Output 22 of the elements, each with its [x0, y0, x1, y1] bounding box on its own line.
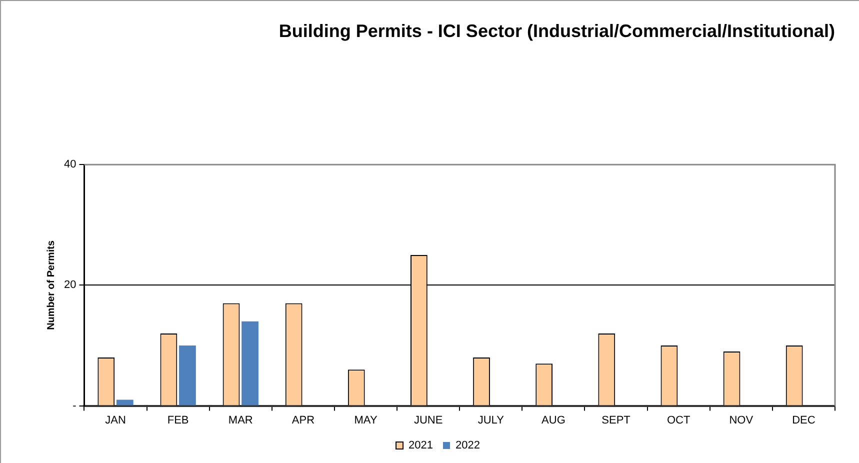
x-tick-label: JUNE	[414, 414, 443, 426]
y-tick-label: 20	[64, 279, 76, 292]
x-tick-label: DEC	[792, 414, 816, 426]
chart-title: Building Permits - ICI Sector (Industrial/Commercial/Institutional)	[278, 20, 835, 41]
y-axis-title: Number of Permits	[46, 240, 57, 330]
x-tick-label: MAR	[228, 414, 253, 426]
y-tick-label: 40	[64, 158, 76, 171]
x-tick-label: OCT	[666, 414, 690, 426]
bar	[179, 346, 196, 406]
bar	[116, 400, 134, 406]
x-tick-label: SEPT	[602, 414, 631, 426]
x-tick-label: NOV	[729, 414, 754, 426]
bar	[242, 321, 258, 406]
y-tick-label: -	[72, 400, 77, 412]
x-tick-label: JULY	[478, 414, 505, 426]
x-tick-label: MAY	[354, 414, 378, 426]
x-tick-label: APR	[292, 414, 315, 426]
legend-label: 2021	[408, 440, 434, 452]
x-tick-label: JAN	[105, 414, 126, 426]
x-tick-label: AUG	[542, 414, 566, 426]
x-tick-label: FEB	[167, 414, 189, 426]
legend-label: 2022	[456, 440, 480, 452]
